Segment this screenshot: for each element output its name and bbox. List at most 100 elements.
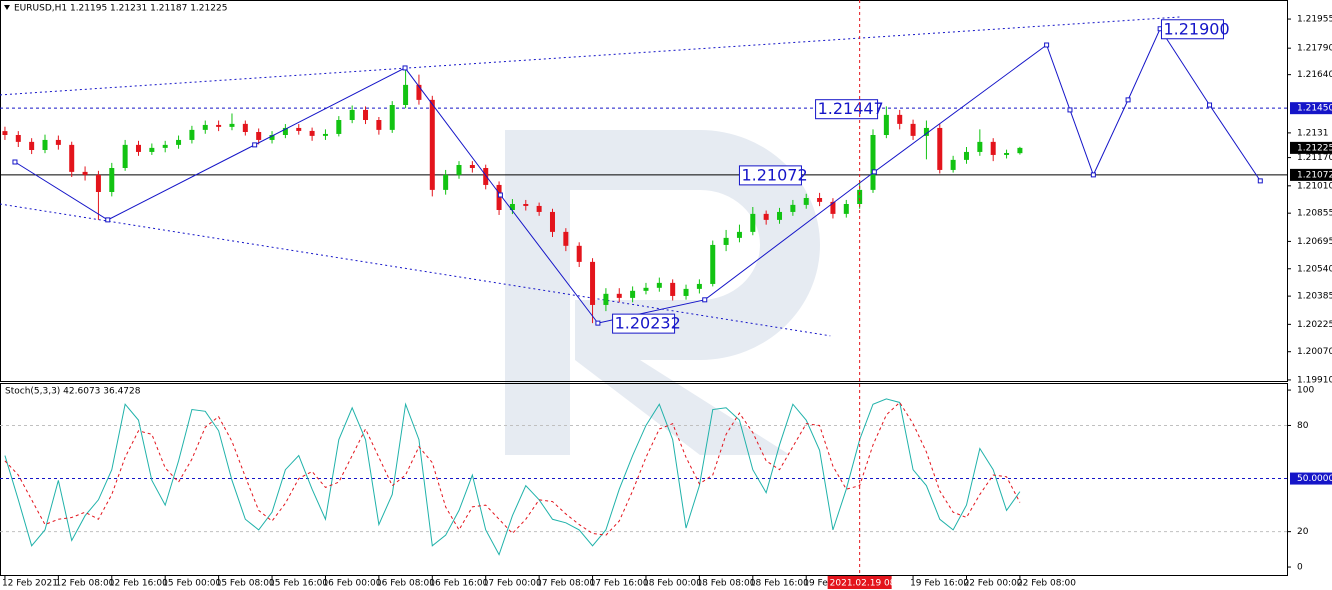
candle-body	[149, 147, 155, 152]
candle-body	[590, 261, 596, 305]
y-tick-label: 1.20540	[1297, 264, 1332, 274]
price-panel	[0, 0, 1288, 382]
candle-body	[256, 132, 262, 140]
candle-body	[630, 290, 636, 298]
candle-body	[509, 204, 515, 210]
candle-body	[389, 105, 395, 130]
y-tick-label: 1.20225	[1297, 320, 1332, 330]
stoch-panel	[0, 383, 1288, 576]
candle-body	[857, 189, 863, 204]
y-tick-label: 1.19910	[1297, 375, 1332, 385]
candle-body	[443, 174, 449, 190]
candle-body	[923, 127, 929, 136]
y-tick-label: 100	[1297, 386, 1314, 396]
x-tick-label: 18 Feb 00:00	[643, 579, 702, 589]
candle-body	[843, 204, 849, 214]
candle-body	[135, 144, 141, 152]
axis-marker-label: 50.0000	[1297, 474, 1332, 484]
candle-body	[82, 171, 88, 175]
candle-body	[963, 151, 969, 160]
y-tick-label: 1.2131	[1297, 128, 1329, 138]
annotation-label: 1.20232	[615, 314, 681, 333]
candle-body	[536, 205, 542, 212]
x-tick-label: 16 Feb 16:00	[429, 579, 488, 589]
candle-body	[122, 144, 128, 168]
forecast-point	[252, 142, 258, 148]
candle-body	[376, 120, 382, 130]
axis-marker	[1290, 141, 1332, 154]
candle-body	[830, 201, 836, 214]
axis-marker-label: 1.21072	[1297, 170, 1332, 180]
candle-body	[1004, 153, 1010, 155]
candle-body	[549, 211, 555, 232]
x-tick-label: 12 Feb 16:00	[109, 579, 168, 589]
x-tick-label: 15 Feb 00:00	[162, 579, 221, 589]
candle-body	[696, 283, 702, 289]
candle-body	[683, 288, 689, 296]
candle-body	[282, 127, 288, 135]
annotation-label: 1.21072	[741, 165, 807, 184]
candle-body	[990, 141, 996, 155]
annotation-label: 1.21900	[1163, 19, 1229, 38]
annotation-box	[738, 165, 802, 186]
y-tick-label: 1.21640	[1297, 70, 1332, 80]
candle-body	[790, 204, 796, 212]
channel-line	[0, 16, 1181, 96]
x-tick-label: 17 Feb 16:00	[590, 579, 649, 589]
y-tick-label: 1.20070	[1297, 347, 1332, 357]
forecast-point	[497, 192, 503, 198]
y-tick-label: 1.21955	[1297, 15, 1332, 25]
candle-body	[817, 198, 823, 202]
candle-body	[162, 144, 168, 148]
candle-body	[15, 135, 21, 142]
candle-body	[202, 124, 208, 130]
cursor-box	[827, 576, 892, 589]
candle-body	[643, 287, 649, 291]
candle-body	[176, 139, 182, 145]
candle-body	[523, 204, 529, 206]
candle-body	[1017, 147, 1023, 154]
x-tick-label: 15 Feb 16:00	[269, 579, 328, 589]
candle-body	[296, 127, 302, 131]
title-arrow	[4, 5, 10, 10]
axis-marker-label: 1.21225	[1297, 143, 1332, 153]
axis-marker	[1290, 168, 1332, 181]
annotation-box	[815, 99, 879, 120]
forecast-point	[105, 217, 111, 223]
candle-body	[42, 139, 48, 150]
candle-body	[950, 159, 956, 170]
forecast-point	[1044, 42, 1050, 48]
annotation-box	[1160, 19, 1224, 40]
candle-body	[242, 123, 248, 132]
candle-body	[322, 133, 328, 136]
candle-body	[95, 174, 101, 192]
candle-body	[309, 130, 315, 136]
candle-body	[416, 84, 422, 100]
forecast-point	[1067, 107, 1073, 113]
candle-body	[897, 114, 903, 124]
candle-body	[977, 141, 983, 152]
forecast-point	[1207, 102, 1213, 108]
y-tick-label: 1.20855	[1297, 209, 1332, 219]
candle-body	[670, 282, 676, 296]
candle-body	[229, 123, 235, 127]
candle-body	[189, 129, 195, 140]
candle-body	[603, 293, 609, 305]
watermark-bowl	[570, 130, 820, 455]
forecast-point	[12, 159, 18, 165]
axis-marker	[1290, 102, 1332, 115]
x-tick-label: 18 Feb 08:00	[696, 579, 755, 589]
candle-body	[2, 131, 8, 135]
candle-body	[777, 211, 783, 220]
candle-body	[803, 198, 809, 205]
candle-body	[429, 99, 435, 190]
x-tick-label: 17 Feb 00:00	[483, 579, 542, 589]
annotation-box	[612, 313, 676, 334]
forecast-point	[1125, 97, 1131, 103]
candle-body	[937, 127, 943, 170]
x-tick-label: 12 Feb 2021	[2, 579, 58, 589]
candle-body	[483, 168, 489, 185]
candle-body	[456, 165, 462, 175]
